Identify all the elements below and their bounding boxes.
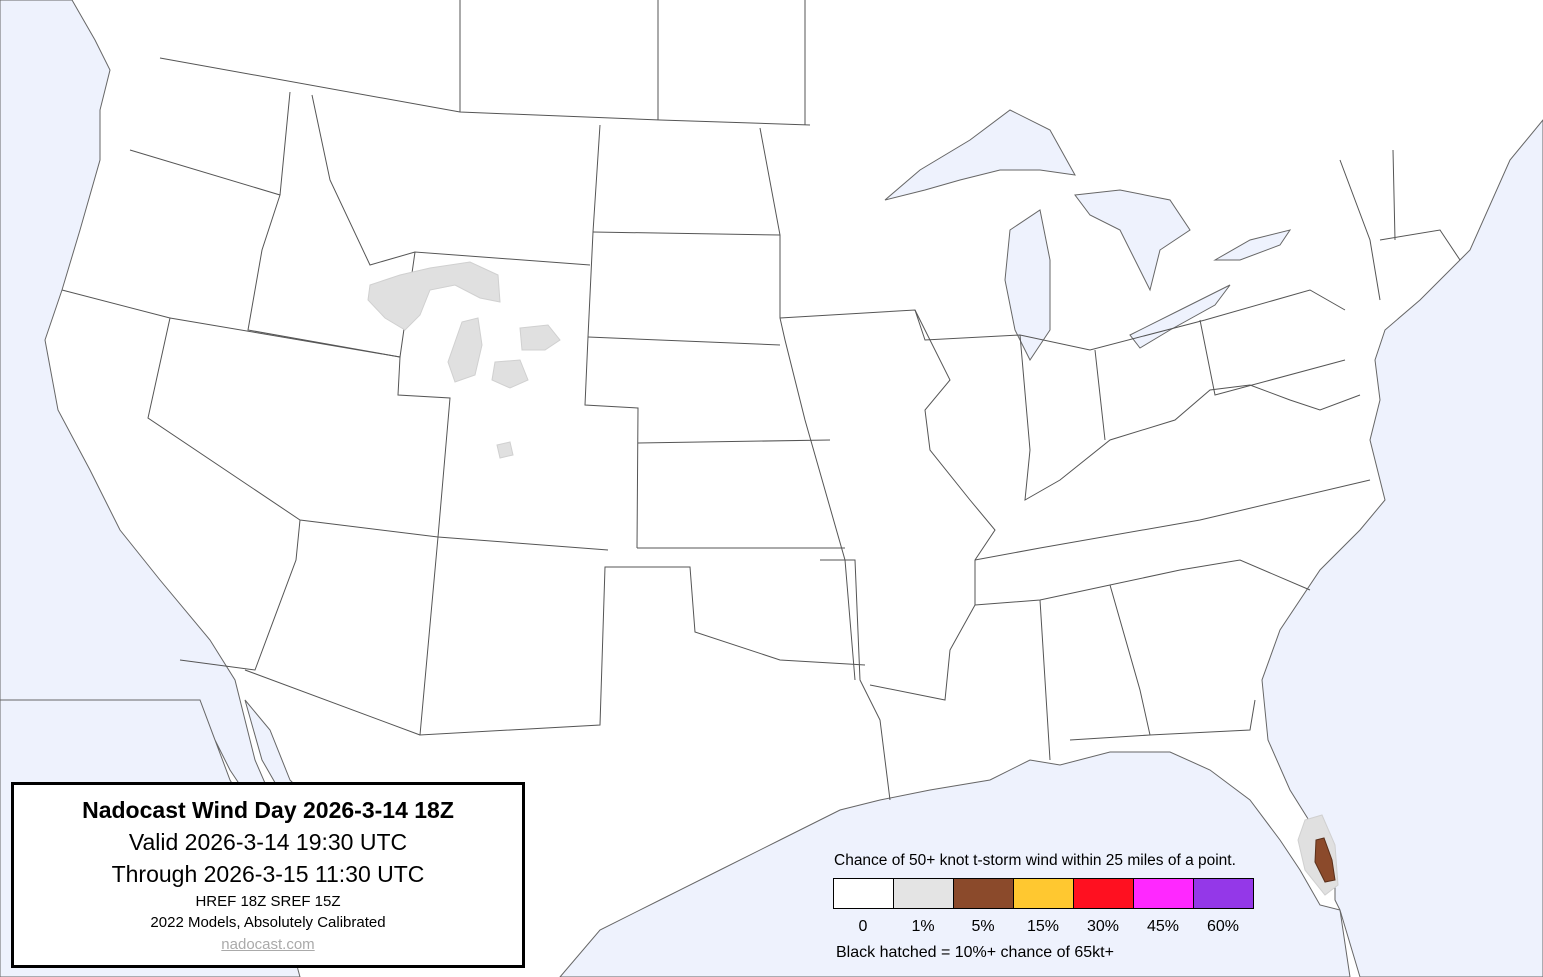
hatch-note: Black hatched = 10%+ chance of 65kt+ bbox=[836, 944, 1114, 961]
lake-superior bbox=[884, 109, 1076, 201]
calibration-note: 2022 Models, Absolutely Calibrated bbox=[150, 914, 386, 931]
legend-label: 5% bbox=[971, 918, 995, 935]
valid-time: Valid 2026-3-14 19:30 UTC bbox=[128, 829, 408, 855]
legend-color-bar bbox=[833, 878, 1254, 909]
legend-swatch bbox=[954, 879, 1014, 908]
nadocast-link[interactable]: nadocast.com bbox=[221, 936, 315, 953]
legend-caption: Chance of 50+ knot t-storm wind within 2… bbox=[834, 852, 1236, 869]
lake-erie bbox=[1129, 284, 1231, 349]
legend-label: 15% bbox=[1026, 918, 1060, 935]
probability-5pct-area bbox=[1314, 837, 1336, 883]
lake-ontario bbox=[1213, 229, 1292, 261]
lake-michigan bbox=[1004, 209, 1051, 361]
legend-swatch bbox=[894, 879, 954, 908]
legend-label: 45% bbox=[1146, 918, 1180, 935]
atlantic-ocean bbox=[1261, 119, 1543, 977]
legend-label: 0 bbox=[858, 918, 868, 935]
map-title: Nadocast Wind Day 2026-3-14 18Z bbox=[82, 797, 454, 823]
lake-huron bbox=[1074, 189, 1191, 292]
legend-label: 1% bbox=[911, 918, 935, 935]
title-box: Nadocast Wind Day 2026-3-14 18Z Valid 20… bbox=[11, 782, 525, 968]
legend-swatch bbox=[834, 879, 894, 908]
model-runs: HREF 18Z SREF 15Z bbox=[195, 893, 341, 910]
legend-swatch bbox=[1134, 879, 1194, 908]
legend-label: 30% bbox=[1086, 918, 1120, 935]
legend-swatch bbox=[1014, 879, 1074, 908]
legend-swatch bbox=[1074, 879, 1134, 908]
through-time: Through 2026-3-15 11:30 UTC bbox=[111, 861, 425, 887]
state-borders bbox=[61, 0, 1461, 801]
legend-swatch bbox=[1194, 879, 1253, 908]
gulf-of-mexico bbox=[559, 751, 1351, 977]
legend-label: 60% bbox=[1206, 918, 1240, 935]
legend-labels: 0 1% 5% 15% 30% 45% 60% bbox=[833, 918, 1253, 936]
